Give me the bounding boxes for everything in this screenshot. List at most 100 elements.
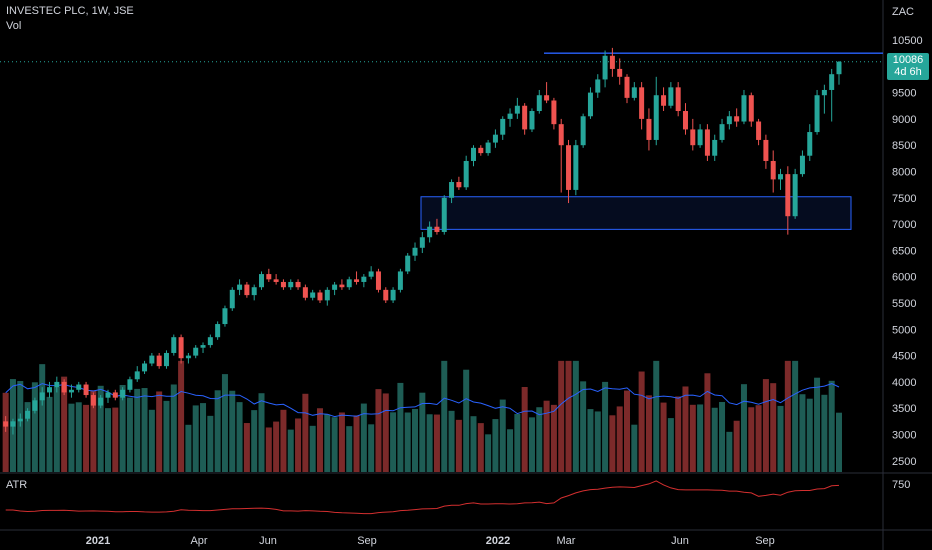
volume-bar <box>221 374 228 472</box>
candle-body <box>354 279 360 282</box>
candle <box>259 271 265 290</box>
candle <box>10 418 16 435</box>
volume-bar <box>353 415 360 472</box>
candle <box>76 381 82 393</box>
candle-body <box>171 337 177 353</box>
candle-body <box>704 129 710 156</box>
candle-body <box>178 337 184 359</box>
candle <box>690 118 696 151</box>
candle-body <box>207 337 213 346</box>
candle-body <box>580 116 586 146</box>
candle <box>54 376 60 393</box>
candle-body <box>390 289 396 301</box>
candle-body <box>500 118 506 135</box>
candle-body <box>697 129 703 146</box>
candle-body <box>3 421 9 427</box>
atr-axis-tick: 750 <box>892 479 910 491</box>
candle <box>609 47 615 77</box>
volume-bar <box>126 397 133 472</box>
candle-body <box>215 324 221 338</box>
volume-bar <box>200 403 207 472</box>
time-axis-label: Mar <box>557 535 576 547</box>
time-axis-label: 2022 <box>486 535 510 547</box>
volume-bar <box>667 418 674 472</box>
candle <box>244 281 250 298</box>
candle-body <box>609 55 615 69</box>
volume-bar <box>514 413 521 472</box>
candle-body <box>90 395 96 406</box>
candle <box>463 155 469 190</box>
volume-bar <box>704 373 711 472</box>
candle <box>595 74 601 98</box>
candle-body <box>719 124 725 140</box>
volume-bar <box>755 405 762 472</box>
candle <box>726 111 732 130</box>
candle-body <box>661 95 667 106</box>
candle <box>566 139 572 204</box>
candle-body <box>470 147 476 161</box>
candle <box>441 195 447 235</box>
candle-body <box>25 410 31 419</box>
candle <box>83 381 89 398</box>
candle-body <box>120 389 126 398</box>
volume-bar <box>331 417 338 472</box>
candle-body <box>127 379 133 390</box>
candle-body <box>112 392 118 398</box>
candle-body <box>259 274 265 288</box>
candle-body <box>748 95 754 122</box>
candle-body <box>668 87 674 106</box>
candle-body <box>405 255 411 272</box>
volume-bar <box>156 391 163 472</box>
volume-bar <box>814 377 821 472</box>
candle <box>317 289 323 303</box>
price-axis-tick: 10500 <box>892 35 923 47</box>
candle-body <box>368 271 374 277</box>
candle <box>368 266 374 280</box>
volume-label: Vol <box>6 20 22 32</box>
price-axis-currency: ZAC <box>892 6 914 18</box>
candle <box>792 168 798 219</box>
volume-bar <box>134 388 141 472</box>
volume-bar <box>448 410 455 472</box>
candle-body <box>478 147 484 154</box>
candle-body <box>237 284 243 290</box>
candle-body <box>134 371 140 380</box>
volume-bar <box>412 408 419 472</box>
volume-bar <box>178 360 185 472</box>
volume-bar <box>426 414 433 472</box>
candle <box>617 58 623 85</box>
price-axis-tick: 8500 <box>892 140 916 152</box>
volume-bar <box>624 390 631 472</box>
volume-bar <box>762 379 769 472</box>
candle-body <box>83 384 89 396</box>
candle <box>675 82 681 117</box>
candle-body <box>383 289 389 301</box>
candle-body <box>310 292 316 298</box>
candle-body <box>624 76 630 98</box>
volume-bar <box>748 407 755 472</box>
volume-bar <box>835 412 842 472</box>
volume-bar <box>638 371 645 472</box>
candle <box>90 392 96 409</box>
volume-bar <box>61 376 68 472</box>
candle <box>785 166 791 235</box>
candle-body <box>361 276 367 282</box>
candle-body <box>302 287 308 298</box>
price-axis-tick: 3000 <box>892 430 916 442</box>
candle <box>763 134 769 169</box>
candle-body <box>142 363 148 372</box>
volume-ma-line <box>5 383 840 418</box>
volume-bar <box>104 408 111 472</box>
candle-body <box>726 116 732 125</box>
volume-bar <box>97 385 104 472</box>
candle-body <box>646 118 652 140</box>
candle-body <box>47 387 53 393</box>
candle-body <box>485 142 491 154</box>
candle <box>346 276 352 290</box>
candle <box>712 134 718 161</box>
candle-body <box>288 281 294 288</box>
volume-bar <box>382 393 389 472</box>
candle-body <box>595 79 601 93</box>
candle <box>229 287 235 311</box>
